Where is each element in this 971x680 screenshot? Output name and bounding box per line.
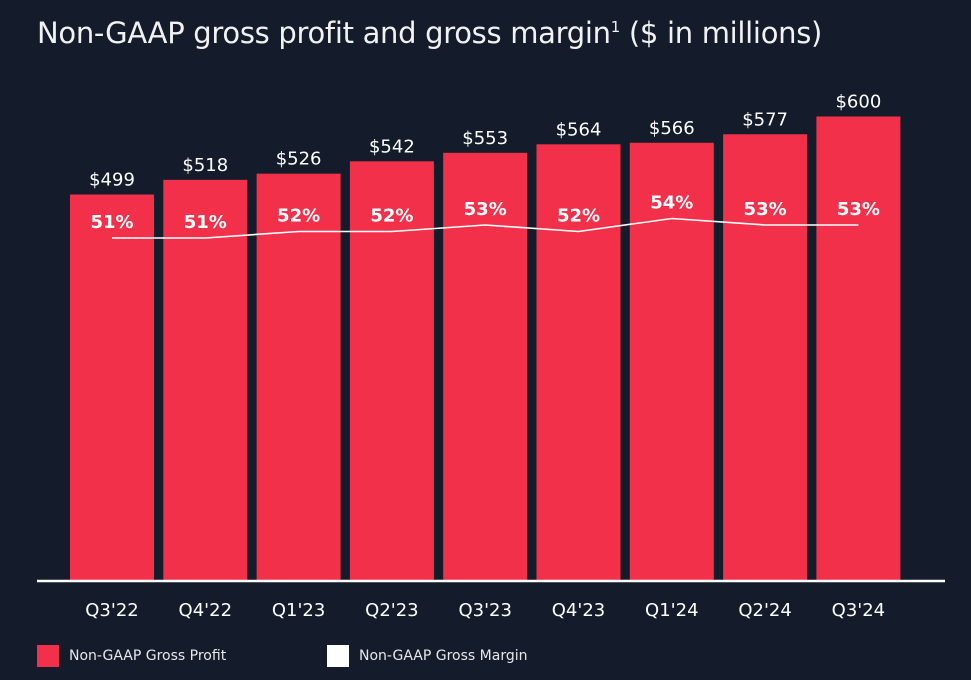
bar [723,134,808,580]
margin-value-label: 52% [557,206,600,227]
legend-label: Non-GAAP Gross Margin [359,648,528,664]
margin-value-label: 53% [464,199,507,220]
bar-value-label: $553 [462,128,508,149]
x-tick-label: Q1'24 [645,600,698,621]
bar [70,194,154,580]
bar [443,152,528,580]
legend-swatch-line [327,645,349,667]
margin-value-label: 52% [370,206,413,227]
margin-value-label: 54% [650,193,693,214]
x-tick-label: Q3'22 [85,600,138,621]
bar-value-label: $577 [742,109,788,130]
bar-value-label: $542 [369,136,415,157]
legend-item-gross-margin: Non-GAAP Gross Margin [327,645,527,667]
margin-value-label: 51% [90,212,133,233]
title-units: ($ in millions) [628,16,823,50]
bar-value-label: $564 [556,119,602,140]
margin-value-label: 51% [184,212,227,233]
legend-label: Non-GAAP Gross Profit [69,648,227,664]
bar [256,173,341,581]
bar [629,142,714,580]
title-text: Non-GAAP gross profit and gross margin [37,16,611,50]
margin-line [112,217,859,239]
x-tick-label: Q4'23 [552,600,605,621]
x-tick-label: Q1'23 [272,600,325,621]
bar-value-label: $526 [276,149,322,170]
legend-swatch-bar [37,645,59,667]
x-tick-label: Q4'22 [179,600,232,621]
legend-item-gross-profit: Non-GAAP Gross Profit [37,645,226,667]
bar-value-label: $499 [89,170,135,191]
margin-value-label: 53% [837,199,880,220]
x-tick-label: Q2'24 [738,600,791,621]
margin-value-label: 52% [277,206,320,227]
margin-value-label: 53% [744,199,787,220]
bar-value-label: $566 [649,118,695,139]
bar [816,116,901,580]
x-tick-label: Q3'23 [458,600,511,621]
bar-value-label: $600 [835,92,881,113]
chart-title: Non-GAAP gross profit and gross margin1 … [37,16,822,50]
x-tick-label: Q3'24 [832,600,885,621]
bar [536,144,621,580]
x-tick-label: Q2'23 [365,600,418,621]
title-footnote: 1 [610,18,621,36]
bar-value-label: $518 [182,155,228,176]
bar [163,179,248,580]
